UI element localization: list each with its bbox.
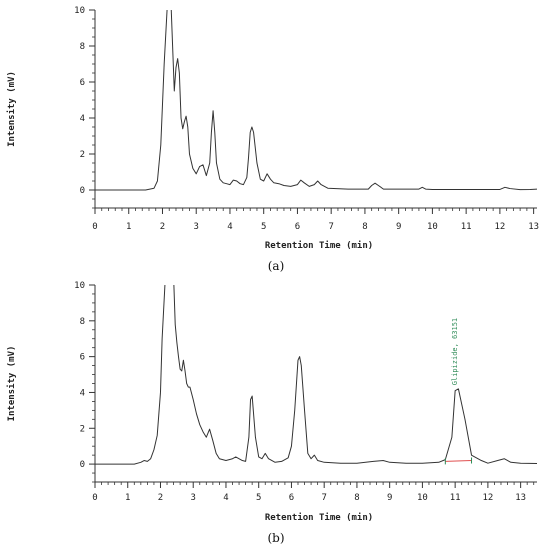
x-tick-label: 0 bbox=[92, 493, 97, 503]
y-tick-label: 6 bbox=[80, 78, 85, 88]
panel-caption-a: (a) bbox=[268, 259, 285, 273]
x-tick-label: 8 bbox=[362, 222, 367, 232]
x-tick-label: 7 bbox=[321, 493, 326, 503]
y-tick-label: 10 bbox=[74, 281, 85, 291]
y-tick-label: 10 bbox=[74, 6, 85, 16]
x-tick-label: 10 bbox=[417, 493, 428, 503]
x-tick-label: 10 bbox=[427, 222, 438, 232]
x-tick-label: 13 bbox=[515, 493, 526, 503]
x-tick-label: 7 bbox=[328, 222, 333, 232]
chromatogram-line bbox=[95, 10, 537, 191]
x-tick-label: 9 bbox=[387, 493, 392, 503]
y-tick-label: 8 bbox=[80, 317, 85, 327]
x-tick-label: 2 bbox=[160, 222, 165, 232]
integration-baseline bbox=[445, 460, 472, 462]
y-tick-label: 0 bbox=[80, 186, 85, 196]
y-tick-label: 8 bbox=[80, 42, 85, 52]
x-tick-label: 6 bbox=[289, 493, 294, 503]
panel-caption-b: (b) bbox=[267, 531, 284, 545]
x-tick-label: 11 bbox=[461, 222, 472, 232]
y-tick-label: 2 bbox=[80, 150, 85, 160]
x-axis-title: Retention Time (min) bbox=[265, 512, 373, 523]
x-tick-label: 1 bbox=[126, 222, 131, 232]
x-tick-label: 12 bbox=[494, 222, 505, 232]
y-tick-label: 4 bbox=[80, 114, 85, 124]
y-axis-title: Intensity (mV) bbox=[6, 71, 17, 147]
y-tick-label: 2 bbox=[80, 424, 85, 434]
x-tick-label: 3 bbox=[194, 222, 199, 232]
x-tick-label: 6 bbox=[295, 222, 300, 232]
x-tick-label: 2 bbox=[158, 493, 163, 503]
x-tick-label: 8 bbox=[354, 493, 359, 503]
x-tick-label: 3 bbox=[191, 493, 196, 503]
y-tick-label: 0 bbox=[80, 460, 85, 470]
x-tick-label: 12 bbox=[482, 493, 493, 503]
x-tick-label: 9 bbox=[396, 222, 401, 232]
x-tick-label: 4 bbox=[223, 493, 228, 503]
y-tick-label: 6 bbox=[80, 353, 85, 363]
x-tick-label: 1 bbox=[125, 493, 130, 503]
y-tick-label: 4 bbox=[80, 388, 85, 398]
chromatogram-line bbox=[95, 285, 537, 465]
x-tick-label: 0 bbox=[92, 222, 97, 232]
x-tick-label: 5 bbox=[256, 493, 261, 503]
y-axis-title: Intensity (mV) bbox=[6, 346, 17, 422]
x-tick-label: 11 bbox=[450, 493, 461, 503]
peak-annotation: Glipizide, 63151 bbox=[451, 318, 459, 385]
x-axis-title: Retention Time (min) bbox=[265, 240, 373, 251]
x-tick-label: 13 bbox=[528, 222, 539, 232]
x-tick-label: 4 bbox=[227, 222, 232, 232]
x-tick-label: 5 bbox=[261, 222, 266, 232]
